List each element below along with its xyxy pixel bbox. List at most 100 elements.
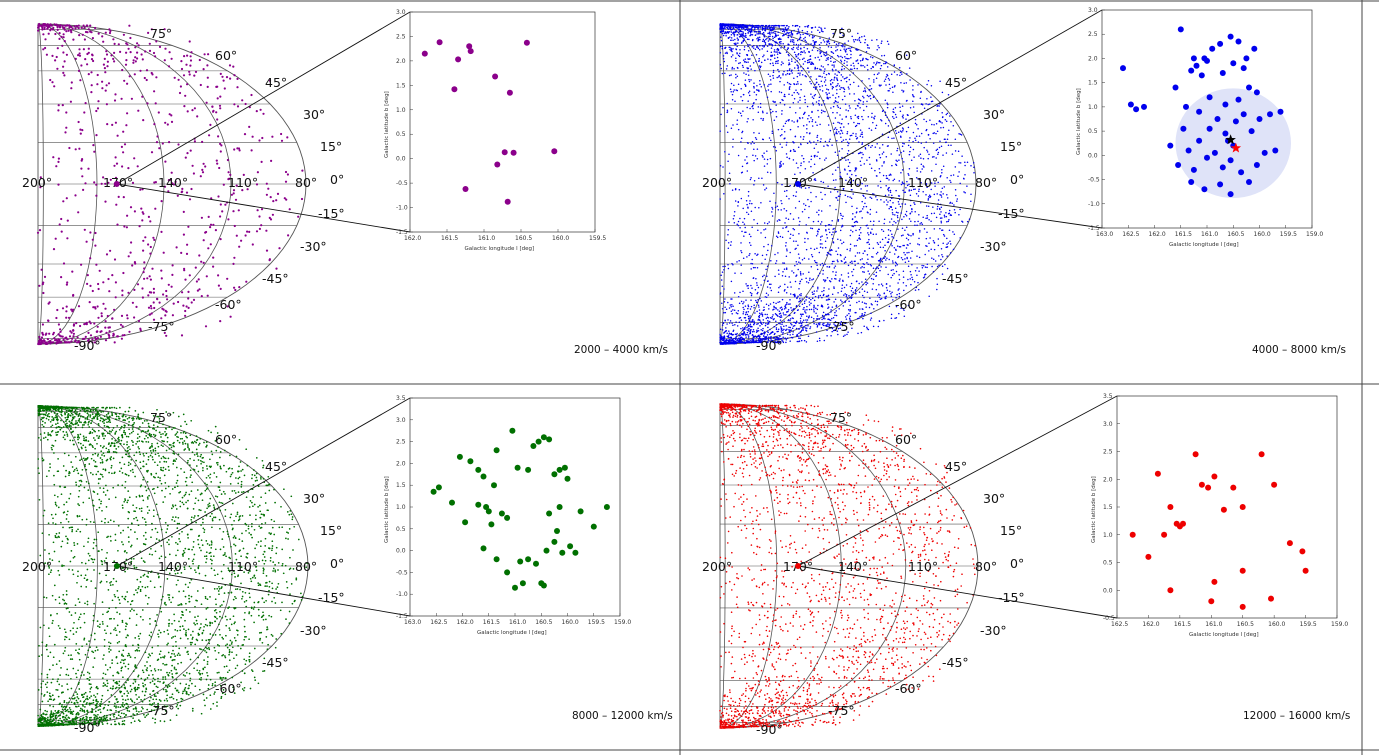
- sky-point: [840, 55, 842, 58]
- sky-point: [772, 341, 775, 344]
- sky-point: [748, 80, 751, 83]
- sky-point: [140, 207, 143, 210]
- sky-point: [880, 257, 882, 260]
- sky-point: [898, 203, 900, 205]
- sky-point: [754, 69, 756, 72]
- sky-point: [66, 338, 69, 341]
- sky-point: [883, 292, 886, 294]
- sky-point: [792, 24, 794, 27]
- sky-point: [764, 258, 766, 261]
- sky-point: [97, 316, 100, 319]
- sky-point: [70, 31, 73, 34]
- sky-point: [812, 46, 815, 49]
- sky-point: [835, 278, 837, 280]
- sky-point: [756, 329, 758, 331]
- sky-point: [57, 333, 60, 336]
- sky-point: [125, 42, 128, 45]
- sky-point: [749, 323, 752, 325]
- sky-point: [829, 96, 831, 99]
- sky-point: [867, 115, 870, 118]
- sky-point: [768, 83, 770, 86]
- sky-point: [907, 278, 909, 281]
- sky-point: [949, 179, 951, 182]
- sky-point: [736, 37, 739, 39]
- sky-point: [155, 141, 159, 144]
- sky-point: [128, 24, 131, 27]
- sky-point: [872, 121, 874, 124]
- sky-point: [180, 251, 183, 254]
- sky-point: [885, 297, 887, 300]
- sky-point: [886, 40, 889, 43]
- sky-point: [804, 237, 806, 240]
- sky-point: [898, 245, 901, 248]
- sky-point: [845, 159, 847, 161]
- sky-point: [108, 334, 111, 337]
- sky-point: [731, 28, 734, 31]
- sky-point: [779, 166, 781, 168]
- sky-point: [845, 138, 847, 141]
- sky-point: [751, 293, 753, 295]
- sky-point: [109, 29, 112, 33]
- sky-point: [798, 288, 800, 290]
- sky-point: [799, 43, 802, 45]
- sky-point: [871, 228, 873, 230]
- sky-point: [787, 318, 790, 321]
- sky-point: [777, 252, 779, 254]
- sky-point: [810, 43, 812, 45]
- sky-point: [816, 136, 818, 139]
- sky-point: [957, 150, 960, 153]
- sky-point: [827, 124, 830, 126]
- sky-point: [770, 43, 772, 45]
- sky-point: [720, 39, 723, 42]
- sky-point: [764, 339, 766, 341]
- sky-point: [767, 331, 769, 334]
- sky-point: [844, 103, 847, 105]
- sky-point: [878, 72, 880, 74]
- sky-point: [782, 312, 785, 314]
- sky-point: [724, 52, 727, 54]
- sky-point: [730, 55, 733, 58]
- sky-point: [761, 315, 764, 317]
- sky-point: [68, 335, 72, 338]
- sky-point: [817, 286, 819, 289]
- sky-point: [739, 316, 742, 319]
- sky-point: [855, 212, 858, 214]
- sky-point: [842, 321, 845, 324]
- sky-point: [851, 287, 854, 290]
- scatter-point: [501, 149, 508, 156]
- sky-point: [827, 322, 829, 324]
- sky-point: [177, 300, 180, 304]
- sky-point: [71, 337, 74, 340]
- sky-point: [237, 209, 240, 212]
- sky-point: [154, 207, 157, 210]
- sky-point: [792, 46, 795, 49]
- sky-point: [157, 111, 160, 114]
- sky-point: [740, 249, 742, 252]
- sky-point: [753, 323, 755, 326]
- sky-point: [757, 334, 760, 337]
- sky-point: [766, 341, 769, 344]
- sky-point: [876, 294, 879, 297]
- sky-point: [740, 242, 742, 244]
- sky-point: [163, 59, 166, 62]
- sky-point: [728, 340, 730, 342]
- sky-point: [849, 310, 851, 312]
- sky-point: [822, 100, 825, 102]
- sky-point: [745, 28, 748, 31]
- sky-point: [87, 73, 90, 76]
- sky-point: [225, 76, 229, 79]
- sky-point: [806, 30, 809, 33]
- sky-point: [846, 141, 849, 143]
- sky-point: [777, 62, 779, 65]
- sky-point: [85, 24, 89, 27]
- sky-point: [869, 97, 872, 100]
- sky-point: [859, 107, 861, 109]
- sky-point: [867, 44, 869, 47]
- sky-point: [807, 335, 810, 337]
- sky-point: [855, 48, 857, 51]
- sky-point: [792, 48, 794, 51]
- sky-point: [933, 212, 936, 215]
- sky-point: [783, 138, 785, 140]
- sky-point: [945, 120, 948, 122]
- sky-point: [901, 203, 903, 205]
